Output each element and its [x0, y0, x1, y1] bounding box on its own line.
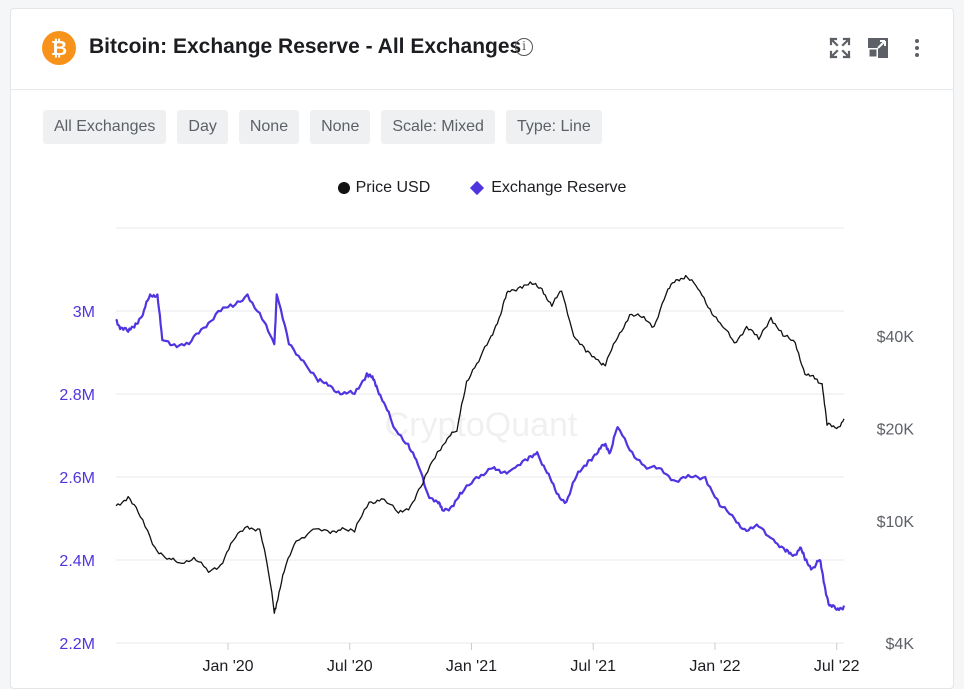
x-axis-tick-label: Jan '22 — [689, 658, 740, 675]
interval-chip[interactable]: Day — [177, 110, 228, 144]
indicator-chip-2[interactable]: None — [310, 110, 371, 144]
x-axis-tick-label: Jan '20 — [202, 658, 253, 675]
legend-price-label: Price USD — [355, 179, 431, 196]
more-vertical-icon[interactable] — [905, 36, 929, 60]
left-axis-tick-label: 3M — [73, 304, 95, 321]
legend-price[interactable]: Price USD — [337, 179, 431, 197]
legend-reserve-label: Exchange Reserve — [491, 179, 627, 196]
price-usd-line — [115, 274, 845, 614]
right-axis-tick-label: $40K — [877, 329, 915, 346]
card-header: ₿ Bitcoin: Exchange Reserve - All Exchan… — [11, 9, 953, 90]
exchange-reserve-line — [115, 293, 846, 612]
bitcoin-logo-icon: ₿ — [42, 31, 76, 65]
right-axis-tick-label: $4K — [886, 636, 915, 653]
chart-legend: Price USD Exchange Reserve — [11, 179, 953, 197]
scale-chip[interactable]: Scale: Mixed — [381, 110, 495, 144]
legend-price-marker — [337, 182, 350, 194]
x-axis-tick-label: Jul '22 — [814, 658, 860, 675]
fullscreen-icon[interactable] — [828, 36, 852, 60]
x-axis-tick-label: Jul '21 — [570, 658, 616, 675]
left-axis-tick-label: 2.2M — [59, 636, 95, 653]
right-axis-tick-label: $20K — [877, 421, 915, 438]
watermark: CryptoQuant — [385, 406, 578, 444]
x-axis-tick-label: Jul '20 — [327, 658, 373, 675]
right-axis-tick-label: $10K — [877, 514, 915, 531]
left-axis-tick-label: 2.6M — [59, 470, 95, 487]
chart-toolbar: All Exchanges Day None None Scale: Mixed… — [43, 110, 602, 144]
chart-title: Bitcoin: Exchange Reserve - All Exchange… — [89, 35, 522, 58]
chart-plot: 2.2M 2.4M 2.6M 2.8M 3M $4K $10K $20K $40K Jan '20… — [59, 227, 915, 675]
legend-reserve[interactable]: Exchange Reserve — [470, 179, 627, 197]
x-axis-tick-label: Jan '21 — [446, 658, 497, 675]
indicator-chip-1[interactable]: None — [238, 110, 300, 144]
exchange-filter-chip[interactable]: All Exchanges — [43, 110, 167, 144]
left-axis-tick-label: 2.4M — [59, 553, 95, 570]
type-chip[interactable]: Type: Line — [505, 110, 602, 144]
info-icon[interactable]: i — [515, 38, 533, 56]
chart-card: ₿ Bitcoin: Exchange Reserve - All Exchan… — [10, 8, 954, 689]
expand-icon[interactable] — [866, 36, 890, 60]
left-axis-tick-label: 2.8M — [59, 387, 95, 404]
